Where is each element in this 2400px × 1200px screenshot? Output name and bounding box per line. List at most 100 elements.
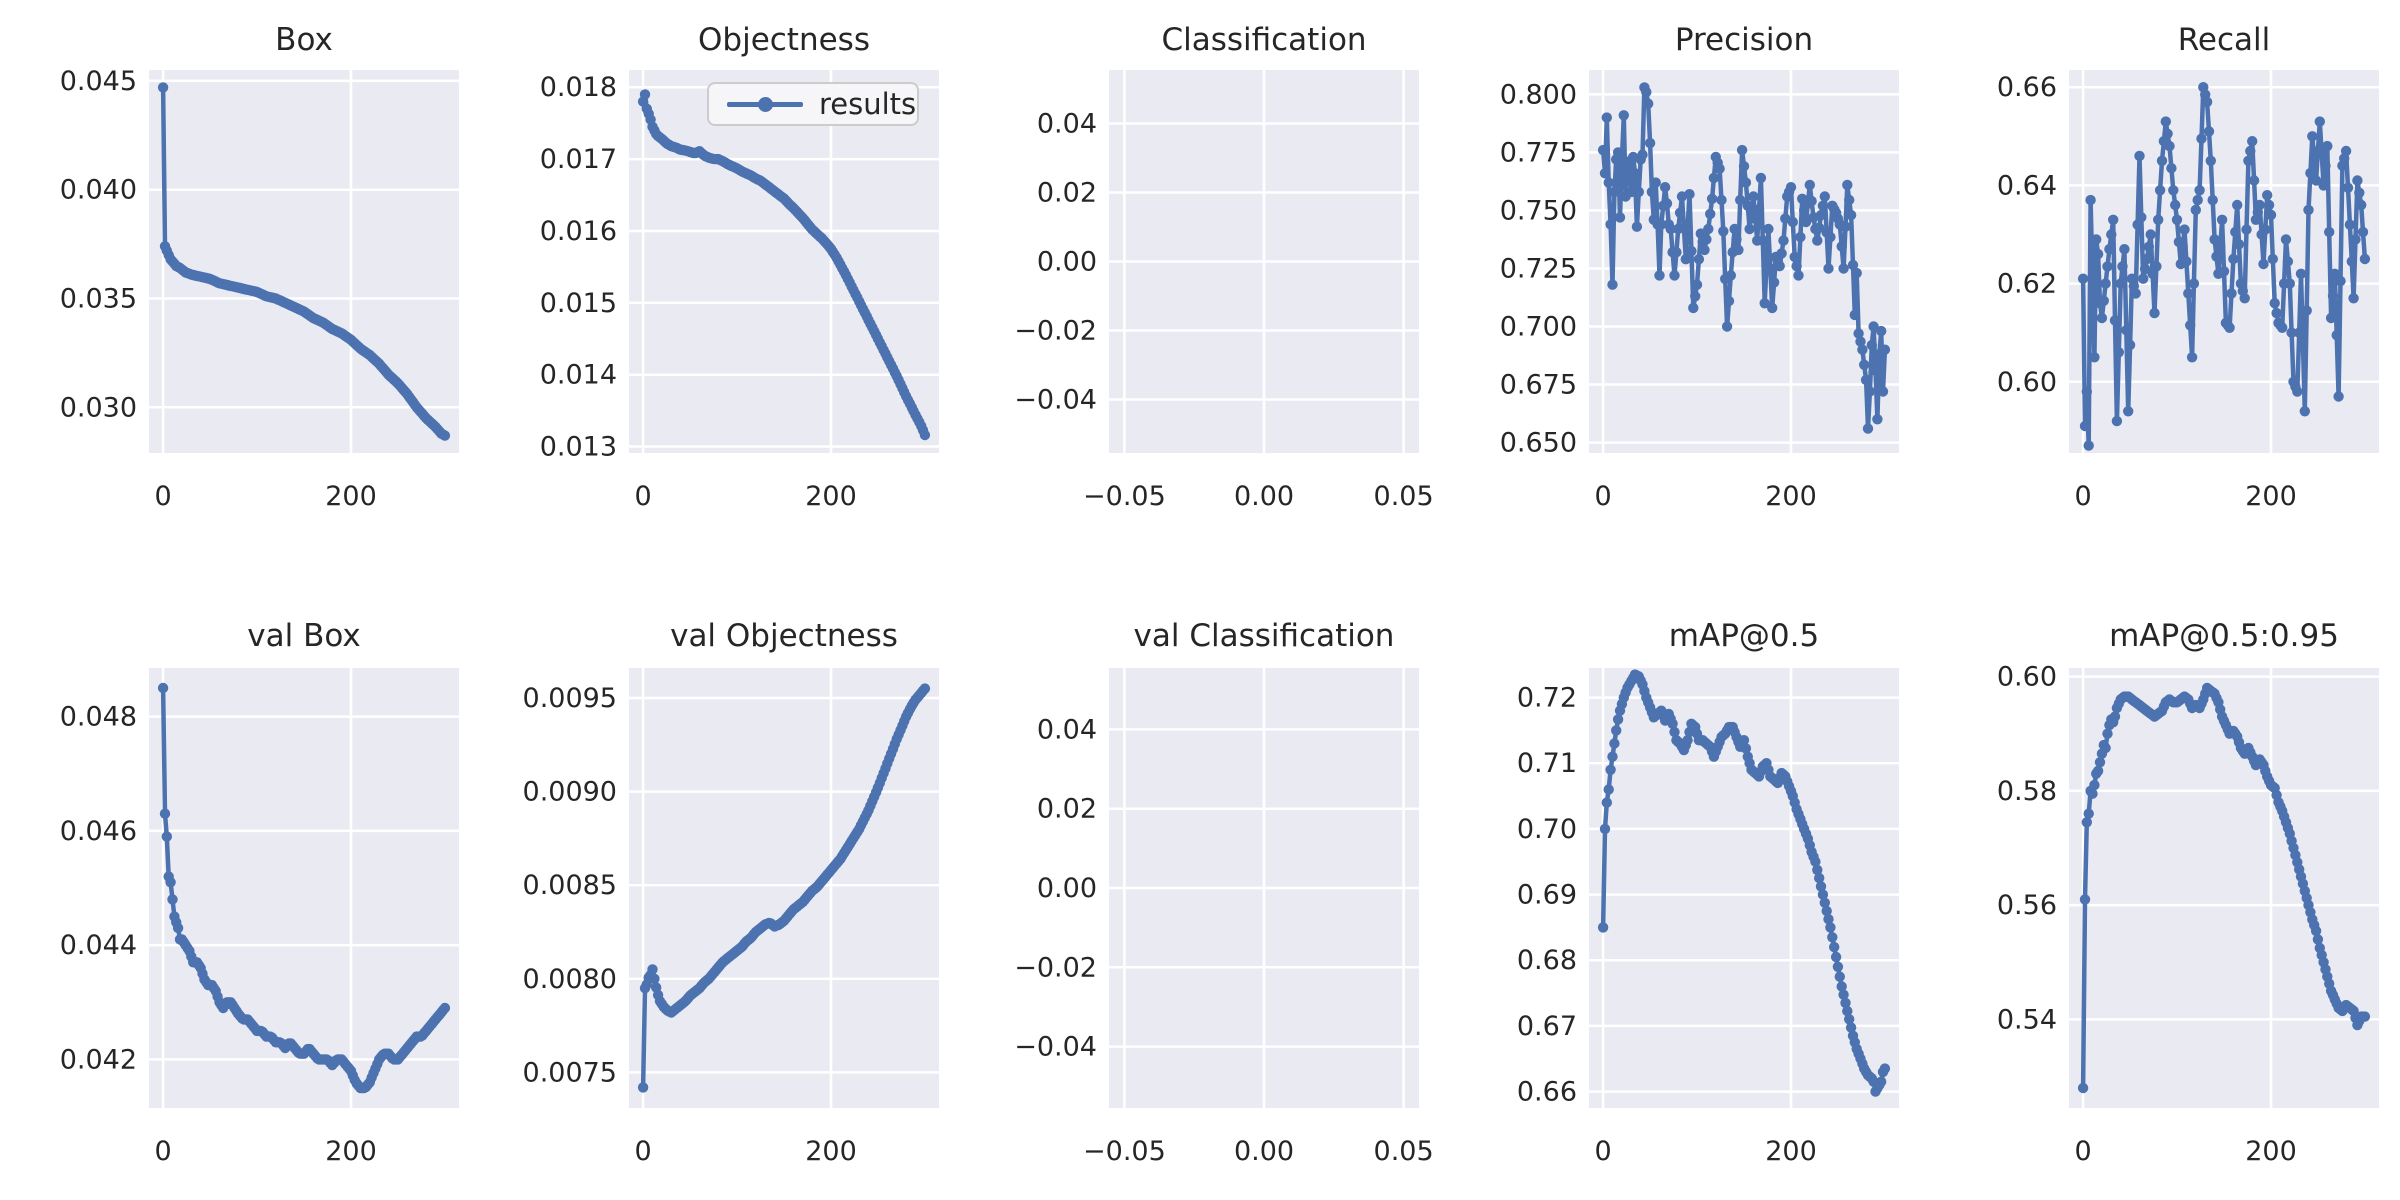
subplot-title-classification: Classification [1161,22,1367,58]
subplot-title-map-0-5: mAP@0.5 [1668,618,1820,654]
y-tick-label: 0.69 [1517,880,1577,911]
series-marker [2354,187,2365,198]
series-marker [1603,177,1614,188]
series-marker [2248,175,2260,186]
series-marker [2154,185,2166,196]
y-tick-label: −0.04 [1014,385,1097,416]
series-marker [2327,290,2339,302]
series-marker [2134,150,2145,162]
subplot-map-0-5: 0 200 0.72 0.71 0.70 0.69 0.68 0.67 0.66 [1440,600,1920,1200]
series-marker [2171,214,2183,225]
series-marker [1597,922,1609,933]
series-marker [1819,191,1830,202]
series-marker [2233,239,2245,250]
y-tick-label: 0.72 [1517,683,1577,714]
series-marker [2286,327,2297,338]
legend-label: results [819,87,917,121]
series-marker [2245,145,2256,157]
series-marker [2335,275,2346,287]
series-marker [2079,420,2091,432]
subplot-title-recall: Recall [2177,22,2271,58]
series-marker [1862,423,1874,434]
subplot-title-box: Box [275,22,333,58]
subplot-canvas: 0 200 0.800 0.775 0.750 0.725 0.700 0.675 0.650 [1500,70,1899,512]
series-marker [1838,989,1849,1000]
subplot-canvas: 0 200 0.048 0.046 0.044 0.042 [60,668,459,1167]
y-tick-label: 0.800 [1500,79,1577,110]
series-marker [2102,728,2113,739]
subplot-objectness: 0 200 0.018 0.017 0.016 0.015 0.014 0.013 [480,0,960,600]
subplot-val-objectness: 0 200 0.0095 0.0090 0.0085 0.0080 0.0075 [480,600,960,1200]
series-marker [1661,198,1673,209]
series-marker [2348,293,2359,304]
y-tick-label: 0.68 [1517,945,1577,976]
y-tick-label: 0.67 [1517,1011,1577,1042]
series-marker [2239,293,2250,304]
y-tick-label: 0.58 [1997,776,2057,807]
series-marker [161,831,172,842]
series-marker [1776,248,1787,259]
y-tick-label: 0.71 [1517,748,1577,779]
legend-marker-icon [758,96,773,112]
series-marker [2216,214,2228,225]
y-tick-label: 0.045 [60,66,137,97]
series-marker [1611,725,1622,736]
series-marker [2282,256,2294,267]
series-marker [2109,315,2121,326]
subplot-canvas: 0 200 0.72 0.71 0.70 0.69 0.68 0.67 0.66 [1517,668,1899,1167]
series-marker [2102,261,2113,272]
series-marker [2228,253,2239,265]
series-marker [2342,182,2354,193]
y-tick-label: 0.66 [1997,72,2057,103]
series-marker [2299,406,2310,417]
series-marker [1699,244,1710,256]
series-marker [2350,234,2361,245]
series-marker [2094,757,2106,768]
y-tick-label: 0.042 [60,1044,137,1075]
series-marker [2123,406,2134,417]
x-tick-label: 0 [1595,1136,1612,1167]
series-marker [1729,223,1740,235]
series-marker [1599,823,1611,835]
series-marker [1671,247,1682,258]
x-tick-label: 200 [2245,481,2297,512]
y-tick-label: 0.017 [540,144,617,175]
series-marker [2092,765,2104,777]
series-marker [1674,207,1686,218]
series-marker [2196,133,2207,144]
series-marker [2277,322,2288,333]
series-marker [1612,714,1624,725]
series-marker [1793,270,1804,281]
series-marker [2091,234,2102,245]
series-marker [1795,231,1806,243]
series-marker [1731,234,1742,245]
y-tick-label: 0.54 [1997,1004,2057,1035]
series-marker [1708,172,1720,184]
series-marker [2077,1082,2089,1094]
y-tick-label: 0.046 [60,816,137,847]
series-marker [2316,148,2327,159]
series-marker [919,429,931,441]
series-marker [2209,234,2220,245]
series-marker [2192,194,2203,206]
series-marker [919,683,931,694]
series-marker [2081,817,2092,828]
series-marker [2151,261,2162,272]
series-marker [2340,145,2352,157]
series-marker [1601,112,1612,123]
series-marker [1682,221,1693,232]
series-marker [2149,307,2160,319]
series-marker [1684,189,1695,200]
subplot-canvas: 0 200 0.045 0.040 0.035 0.030 [60,66,459,512]
series-marker [1759,298,1770,309]
series-marker [1629,168,1641,179]
series-marker [2168,185,2179,196]
series-marker [1817,200,1829,211]
subplot-val-classification: −0.05 0.00 0.05 0.04 0.02 0.00 −0.02 −0.04 [960,600,1440,1200]
series-marker [1654,270,1665,281]
series-marker [2318,180,2329,191]
series-marker [1847,259,1859,271]
series-marker [1714,163,1725,174]
series-marker [1646,186,1658,198]
series-marker [2100,278,2111,289]
